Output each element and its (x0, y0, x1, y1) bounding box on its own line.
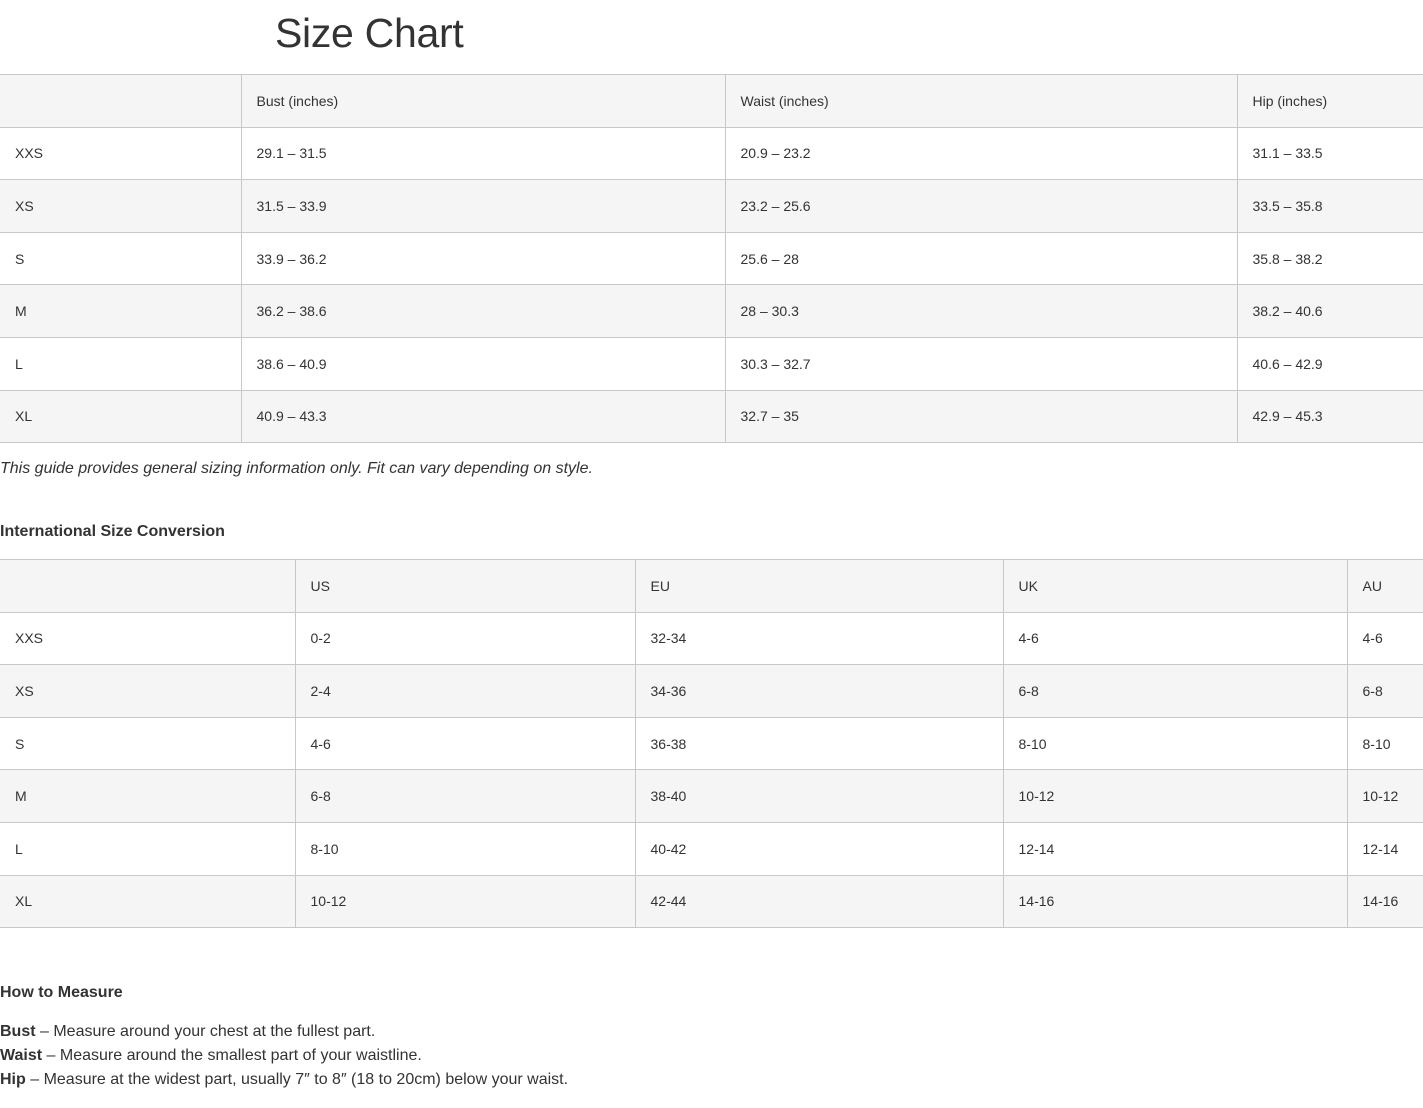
measure-text: – Measure around the smallest part of yo… (42, 1047, 422, 1064)
table-cell: 8-10 (1002, 716, 1347, 771)
table-cell: 10-12 (1346, 769, 1423, 823)
measure-text: – Measure at the widest part, usually 7″… (25, 1071, 569, 1088)
conversion-heading: International Size Conversion (0, 523, 225, 540)
size-conversion-table: US EU UK AU XXS 0-2 32-34 4-6 4-6 XS 2-4 34-36 6-8 6-… (0, 559, 1423, 929)
table-cell: 20.9 – 23.2 (724, 126, 1237, 181)
table-row: XS 31.5 – 33.9 23.2 – 25.6 33.5 – 35.8 (0, 179, 1423, 233)
column-header: Hip (inches) (1236, 74, 1423, 128)
measure-term: Bust (0, 1023, 36, 1040)
size-label-cell: XXS (0, 611, 295, 666)
sizing-note: This guide provides general sizing infor… (0, 460, 593, 477)
measure-term: Hip (0, 1071, 26, 1088)
table-row: S 33.9 – 36.2 25.6 – 28 35.8 – 38.2 (0, 231, 1423, 286)
column-header: US (294, 559, 635, 613)
measure-term: Waist (0, 1047, 43, 1064)
table-cell: 25.6 – 28 (724, 231, 1237, 286)
size-label-cell: L (0, 821, 295, 876)
how-to-measure-heading: How to Measure (0, 984, 123, 1001)
table-row: L 8-10 40-42 12-14 12-14 (0, 821, 1423, 876)
column-header: EU (634, 559, 1003, 613)
table-cell: 31.1 – 33.5 (1236, 126, 1423, 181)
measure-item-hip: Hip – Measure at the widest part, usuall… (0, 1068, 568, 1092)
table-cell: 14-16 (1002, 874, 1347, 929)
table-cell: 28 – 30.3 (724, 284, 1237, 338)
table-cell: 6-8 (294, 769, 635, 823)
table-row: S 4-6 36-38 8-10 8-10 (0, 716, 1423, 771)
column-header: Waist (inches) (724, 74, 1237, 128)
column-header: Bust (inches) (240, 74, 725, 128)
table-cell: 8-10 (294, 821, 635, 876)
size-chart-table: Bust (inches) Waist (inches) Hip (inches) X… (0, 74, 1423, 444)
measure-item-bust: Bust – Measure around your chest at the … (0, 1020, 568, 1044)
table-cell: 6-8 (1002, 664, 1347, 718)
table-row: XL 10-12 42-44 14-16 14-16 (0, 874, 1423, 929)
table-cell: 33.9 – 36.2 (240, 231, 725, 286)
table-cell: 42.9 – 45.3 (1236, 389, 1423, 444)
measure-text: – Measure around your chest at the fulle… (35, 1023, 376, 1040)
table-cell: 2-4 (294, 664, 635, 718)
table-cell: 4-6 (1002, 611, 1347, 666)
table-cell: 12-14 (1002, 821, 1347, 876)
table-cell: 33.5 – 35.8 (1236, 179, 1423, 233)
page-title: Size Chart (275, 10, 464, 56)
table-cell: 42-44 (634, 874, 1003, 929)
size-label-cell: XL (0, 874, 295, 929)
table-cell: 10-12 (1002, 769, 1347, 823)
size-label-cell: M (0, 284, 241, 338)
measure-instructions: Bust – Measure around your chest at the … (0, 1020, 568, 1092)
table-row: L 38.6 – 40.9 30.3 – 32.7 40.6 – 42.9 (0, 336, 1423, 391)
table-row: XL 40.9 – 43.3 32.7 – 35 42.9 – 45.3 (0, 389, 1423, 444)
table-row: XXS 29.1 – 31.5 20.9 – 23.2 31.1 – 33.5 (0, 126, 1423, 181)
table-cell: 29.1 – 31.5 (240, 126, 725, 181)
table-cell: 4-6 (294, 716, 635, 771)
table-cell: 40.6 – 42.9 (1236, 336, 1423, 391)
table-cell: 40-42 (634, 821, 1003, 876)
table-cell: 38-40 (634, 769, 1003, 823)
table-cell: 23.2 – 25.6 (724, 179, 1237, 233)
header-row: Bust (inches) Waist (inches) Hip (inches) (0, 74, 1423, 128)
table-row: XS 2-4 34-36 6-8 6-8 (0, 664, 1423, 718)
table-cell: 12-14 (1346, 821, 1423, 876)
size-label-cell: S (0, 231, 241, 286)
measure-item-waist: Waist – Measure around the smallest part… (0, 1044, 568, 1068)
column-header (0, 559, 295, 613)
table-cell: 14-16 (1346, 874, 1423, 929)
table-cell: 31.5 – 33.9 (240, 179, 725, 233)
table-cell: 38.2 – 40.6 (1236, 284, 1423, 338)
size-label-cell: XL (0, 389, 241, 444)
size-label-cell: L (0, 336, 241, 391)
table-cell: 30.3 – 32.7 (724, 336, 1237, 391)
size-label-cell: M (0, 769, 295, 823)
size-label-cell: XXS (0, 126, 241, 181)
size-label-cell: XS (0, 179, 241, 233)
table-cell: 36.2 – 38.6 (240, 284, 725, 338)
header-row: US EU UK AU (0, 559, 1423, 613)
table-cell: 4-6 (1346, 611, 1423, 666)
table-cell: 32.7 – 35 (724, 389, 1237, 444)
table-cell: 34-36 (634, 664, 1003, 718)
table-cell: 32-34 (634, 611, 1003, 666)
table-row: M 6-8 38-40 10-12 10-12 (0, 769, 1423, 823)
table-cell: 38.6 – 40.9 (240, 336, 725, 391)
table-cell: 40.9 – 43.3 (240, 389, 725, 444)
column-header: AU (1346, 559, 1423, 613)
table-row: XXS 0-2 32-34 4-6 4-6 (0, 611, 1423, 666)
table-cell: 6-8 (1346, 664, 1423, 718)
table-cell: 35.8 – 38.2 (1236, 231, 1423, 286)
column-header (0, 74, 241, 128)
table-row: M 36.2 – 38.6 28 – 30.3 38.2 – 40.6 (0, 284, 1423, 338)
table-cell: 0-2 (294, 611, 635, 666)
column-header: UK (1002, 559, 1347, 613)
size-label-cell: XS (0, 664, 295, 718)
table-cell: 10-12 (294, 874, 635, 929)
table-cell: 8-10 (1346, 716, 1423, 771)
table-cell: 36-38 (634, 716, 1003, 771)
size-label-cell: S (0, 716, 295, 771)
